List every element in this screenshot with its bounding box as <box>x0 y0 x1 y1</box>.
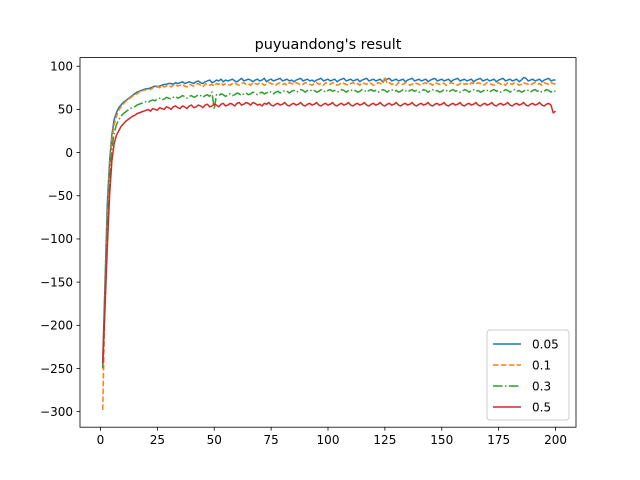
y-tick-label-8: 100 <box>50 60 73 74</box>
legend-label-3: 0.5 <box>532 400 551 414</box>
series-line-3 <box>102 101 556 365</box>
series-line-2 <box>102 88 556 369</box>
y-tick-label-2: −200 <box>40 319 73 333</box>
legend: 0.05 0.1 0.3 0.5 <box>486 329 570 421</box>
y-tick-label-6: 0 <box>65 146 73 160</box>
x-tick-label-3: 75 <box>263 433 278 447</box>
x-tick-label-2: 50 <box>207 433 222 447</box>
y-tick-label-3: −150 <box>40 275 73 289</box>
legend-box <box>486 329 570 421</box>
y-tick-label-0: −300 <box>40 405 73 419</box>
x-tick-label-6: 150 <box>430 433 453 447</box>
series-line-0 <box>102 76 556 360</box>
legend-label-2: 0.3 <box>532 379 551 393</box>
y-tick-label-5: −50 <box>48 189 73 203</box>
legend-label-1: 0.1 <box>532 358 551 372</box>
y-tick-label-1: −250 <box>40 362 73 376</box>
y-axis: −300 −250 −200 −150 −100 −50 0 50 100 <box>40 60 80 419</box>
chart-title: puyuandong's result <box>255 37 402 53</box>
x-tick-label-4: 100 <box>317 433 340 447</box>
x-tick-label-8: 200 <box>544 433 567 447</box>
x-tick-label-5: 125 <box>373 433 396 447</box>
legend-label-0: 0.05 <box>532 337 559 351</box>
x-axis: 0 25 50 75 100 125 150 175 200 <box>97 427 567 447</box>
x-tick-label-1: 25 <box>150 433 165 447</box>
y-tick-label-4: −100 <box>40 232 73 246</box>
x-tick-label-7: 175 <box>487 433 510 447</box>
y-tick-label-7: 50 <box>58 103 73 117</box>
series-line-1 <box>102 75 556 410</box>
x-tick-label-0: 0 <box>97 433 105 447</box>
series-layer <box>102 75 556 410</box>
